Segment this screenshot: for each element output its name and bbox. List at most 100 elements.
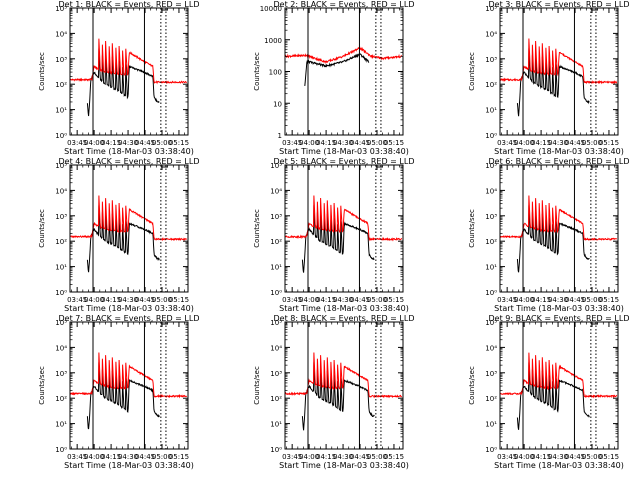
x-tick-label: 04:15 bbox=[316, 139, 336, 147]
y-tick-label: 10¹ bbox=[485, 107, 497, 115]
y-tick-label: 10² bbox=[55, 81, 67, 89]
x-tick-label: 04:00 bbox=[299, 296, 319, 304]
y-tick-label: 10¹ bbox=[55, 421, 67, 429]
panel-title: Det 1: BLACK = Events, RED = LLD bbox=[59, 0, 200, 9]
y-tick-label: 10⁴ bbox=[270, 187, 282, 195]
x-tick-label: 04:30 bbox=[118, 296, 138, 304]
panel-title: Det 6: BLACK = Events, RED = LLD bbox=[489, 157, 630, 166]
plot-frame bbox=[69, 321, 189, 450]
series-lld-line bbox=[70, 195, 188, 242]
detector-panel-8: 10⁰ 10¹ 10² 10³ 10⁴ 10⁵ 03:4504:0004:1504:3004… bbox=[253, 314, 414, 470]
x-tick-label: 04:30 bbox=[333, 296, 353, 304]
y-tick-label: 10⁵ bbox=[55, 162, 67, 170]
x-tick-label: 04:30 bbox=[333, 139, 353, 147]
x-tick-label: 04:45 bbox=[350, 453, 370, 461]
x-axis-label: Start Time (18-Mar-03 03:38:40) bbox=[494, 147, 624, 156]
y-tick-label: 10⁰ bbox=[55, 446, 67, 454]
y-tick-label: 10⁰ bbox=[270, 289, 282, 297]
y-axis-label: Counts/sec bbox=[38, 52, 46, 91]
x-tick-label: 04:45 bbox=[350, 139, 370, 147]
plot-frame bbox=[69, 164, 189, 293]
y-tick-label: 10⁴ bbox=[485, 187, 497, 195]
x-tick-label: 05:00 bbox=[367, 139, 387, 147]
plot-frame bbox=[499, 164, 619, 293]
x-tick-label: 04:30 bbox=[333, 453, 353, 461]
y-tick-label: 10² bbox=[485, 238, 497, 246]
y-tick-label: 10³ bbox=[55, 56, 67, 64]
plot-frame bbox=[69, 7, 189, 136]
plot-frame bbox=[284, 321, 404, 450]
y-tick-label: 10⁰ bbox=[485, 289, 497, 297]
y-axis-label: Counts/sec bbox=[253, 209, 261, 248]
y-tick-label: 10¹ bbox=[270, 264, 282, 272]
y-tick-label: 10000 bbox=[260, 5, 282, 13]
y-tick-label: 10¹ bbox=[485, 264, 497, 272]
detector-panel-4: 10⁰ 10¹ 10² 10³ 10⁴ 10⁵ 03:4504:0004:1504:3004… bbox=[38, 157, 199, 313]
x-tick-label: 04:30 bbox=[548, 453, 568, 461]
panel-title: Det 8: BLACK = Events, RED = LLD bbox=[274, 314, 415, 323]
series-lld-line bbox=[69, 38, 187, 85]
x-axis-label: Start Time (18-Mar-03 03:38:40) bbox=[279, 147, 409, 156]
x-tick-label: 05:00 bbox=[367, 296, 387, 304]
x-tick-label: 04:15 bbox=[531, 453, 551, 461]
series-lld-line bbox=[284, 46, 403, 65]
y-tick-label: 10² bbox=[485, 81, 497, 89]
x-tick-label: 04:45 bbox=[565, 296, 585, 304]
x-tick-label: 05:15 bbox=[599, 139, 619, 147]
y-tick-label: 10³ bbox=[55, 370, 67, 378]
x-tick-label: 04:30 bbox=[548, 139, 568, 147]
x-tick-label: 03:45 bbox=[497, 139, 517, 147]
x-tick-label: 04:00 bbox=[299, 139, 319, 147]
x-tick-label: 05:15 bbox=[384, 139, 404, 147]
y-tick-label: 10⁰ bbox=[485, 132, 497, 140]
y-tick-label: 10⁴ bbox=[55, 344, 67, 352]
y-tick-label: 10⁵ bbox=[270, 319, 282, 327]
series-lld-line bbox=[499, 195, 617, 241]
y-tick-label: 10¹ bbox=[55, 107, 67, 115]
detector-panel-7: 10⁰ 10¹ 10² 10³ 10⁴ 10⁵ 03:4504:0004:1504:3004… bbox=[38, 314, 199, 470]
x-tick-label: 04:00 bbox=[84, 139, 104, 147]
x-tick-label: 04:00 bbox=[514, 453, 534, 461]
x-tick-label: 04:45 bbox=[135, 139, 155, 147]
y-tick-label: 1 bbox=[278, 132, 282, 140]
detector-panel-5: 10⁰ 10¹ 10² 10³ 10⁴ 10⁵ 03:4504:0004:1504:3004… bbox=[253, 157, 414, 313]
panel-title: Det 3: BLACK = Events, RED = LLD bbox=[489, 0, 630, 9]
y-tick-label: 10¹ bbox=[485, 421, 497, 429]
x-tick-label: 03:45 bbox=[282, 296, 302, 304]
y-tick-label: 10⁵ bbox=[485, 5, 497, 13]
y-axis-label: Counts/sec bbox=[468, 209, 476, 248]
y-tick-label: 10⁰ bbox=[485, 446, 497, 454]
y-tick-label: 1000 bbox=[264, 37, 282, 45]
y-axis-label: Counts/sec bbox=[253, 366, 261, 405]
detector-panel-3: 10⁰ 10¹ 10² 10³ 10⁴ 10⁵ 03:4504:0004:1504:3004… bbox=[468, 0, 629, 156]
series-lld-line bbox=[284, 352, 403, 399]
x-tick-label: 04:45 bbox=[565, 453, 585, 461]
x-tick-label: 04:15 bbox=[531, 296, 551, 304]
x-tick-label: 04:15 bbox=[316, 296, 336, 304]
x-tick-label: 04:00 bbox=[299, 453, 319, 461]
x-tick-label: 05:00 bbox=[582, 139, 602, 147]
x-tick-label: 03:45 bbox=[282, 139, 302, 147]
x-tick-label: 05:15 bbox=[599, 296, 619, 304]
x-tick-label: 05:00 bbox=[152, 139, 172, 147]
x-tick-label: 05:00 bbox=[152, 296, 172, 304]
series-events-line bbox=[304, 53, 370, 86]
y-tick-label: 10⁰ bbox=[55, 289, 67, 297]
y-tick-label: 10³ bbox=[270, 213, 282, 221]
x-tick-label: 04:30 bbox=[548, 296, 568, 304]
x-tick-label: 05:15 bbox=[169, 139, 189, 147]
plot-frame bbox=[284, 7, 404, 136]
plot-frame bbox=[284, 164, 404, 293]
y-tick-label: 10³ bbox=[485, 370, 497, 378]
y-tick-label: 10³ bbox=[485, 56, 497, 64]
detector-panel-1: 10⁰ 10¹ 10² 10³ 10⁴ 10⁵ 03:4504:0004:1504:3004… bbox=[38, 0, 199, 156]
x-tick-label: 05:00 bbox=[582, 453, 602, 461]
series-lld-line bbox=[500, 352, 618, 399]
x-axis-label: Start Time (18-Mar-03 03:38:40) bbox=[494, 461, 624, 470]
panel-title: Det 2: BLACK = Events, RED = LLD bbox=[274, 0, 415, 9]
x-axis-label: Start Time (18-Mar-03 03:38:40) bbox=[279, 304, 409, 313]
x-tick-label: 04:00 bbox=[514, 296, 534, 304]
y-tick-label: 10⁰ bbox=[55, 132, 67, 140]
x-tick-label: 04:15 bbox=[316, 453, 336, 461]
